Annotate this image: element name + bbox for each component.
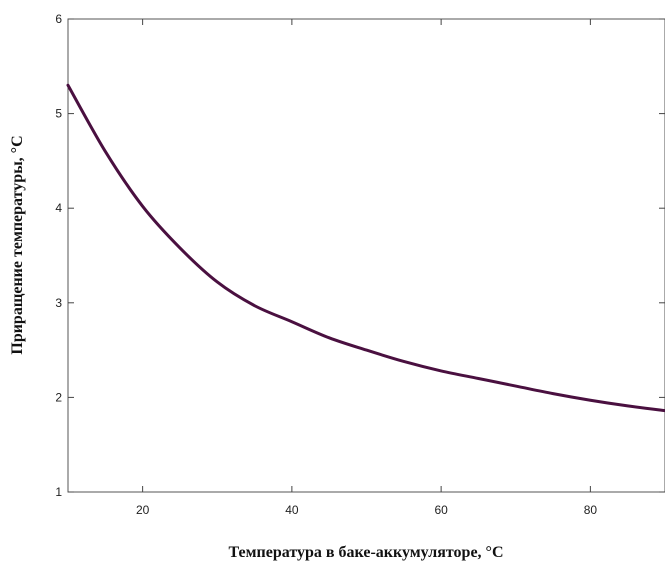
y-axis-title: Приращение температуры, °C: [9, 135, 26, 354]
x-tick-label: 40: [285, 503, 299, 517]
x-tick-label: 20: [136, 503, 150, 517]
y-tick-label: 4: [55, 201, 62, 215]
tick-labels: 20 40 60 80 1 2 3 4 5 6: [55, 12, 597, 517]
y-tick-label: 3: [55, 296, 62, 310]
x-tick-label: 60: [434, 503, 448, 517]
y-tick-label: 1: [55, 485, 62, 499]
y-tick-label: 6: [55, 12, 62, 26]
x-tick-label: 80: [584, 503, 598, 517]
axis-ticks: [68, 18, 665, 493]
series-line: [66, 83, 665, 413]
plot-area: [67, 18, 665, 493]
y-tick-label: 5: [55, 107, 62, 121]
y-tick-label: 2: [55, 390, 62, 404]
x-axis-title: Температура в баке-аккумуляторе, °C: [228, 544, 503, 561]
